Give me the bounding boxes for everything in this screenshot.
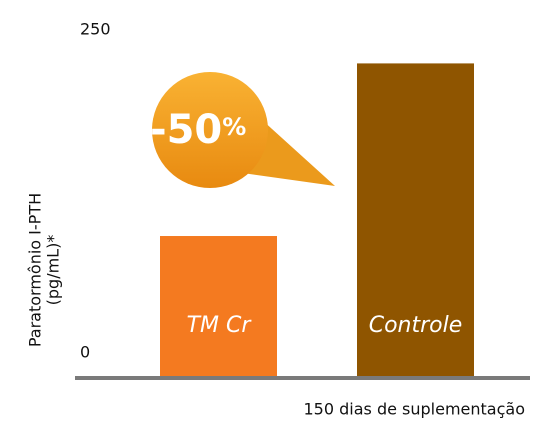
y-axis-label: (pg/mL)* — [44, 235, 63, 306]
category-label: Controle — [369, 313, 463, 338]
annotation-value: -50 — [150, 107, 222, 153]
y-tick-label: 250 — [80, 20, 111, 39]
category-label: TM Cr — [187, 313, 253, 338]
annotation: -50% — [150, 107, 246, 153]
annotation-unit: % — [222, 113, 246, 141]
callout-bubble — [152, 72, 335, 188]
bar — [160, 236, 277, 378]
bar — [357, 63, 474, 379]
y-tick-label: 0 — [80, 343, 90, 362]
x-axis-label: 150 dias de suplementação — [304, 400, 526, 419]
y-axis-label: Paratormônio I-PTH — [26, 193, 45, 347]
